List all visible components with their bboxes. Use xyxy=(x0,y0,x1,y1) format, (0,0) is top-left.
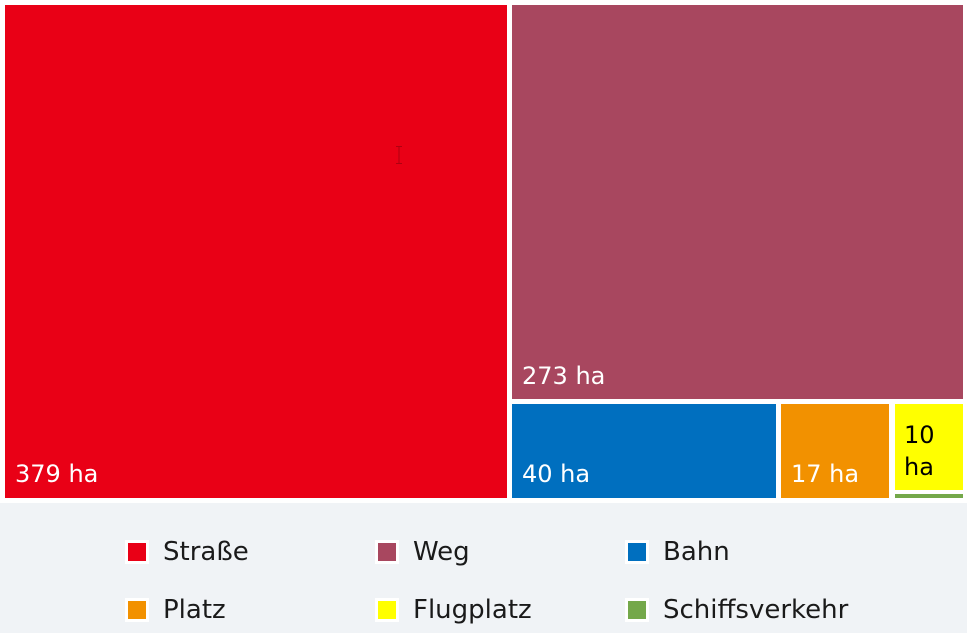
tile-flugplatz: 10 ha xyxy=(895,404,963,490)
legend-item-bahn[interactable]: Bahn xyxy=(625,537,730,567)
tile-label-bahn: 40 ha xyxy=(522,460,591,488)
tile-label-flugplatz: 10 ha xyxy=(904,421,935,481)
tile-label-strasse: 379 ha xyxy=(15,460,99,488)
tile-weg: 273 ha xyxy=(512,5,963,399)
legend-swatch-flugplatz xyxy=(375,598,399,622)
legend-item-schiffsverkehr[interactable]: Schiffsverkehr xyxy=(625,595,848,625)
legend-swatch-platz xyxy=(125,598,149,622)
tile-platz: 17 ha xyxy=(781,404,889,498)
legend-item-weg[interactable]: Weg xyxy=(375,537,470,567)
legend-label-platz: Platz xyxy=(163,595,226,625)
tile-strasse: 379 ha xyxy=(5,5,507,498)
legend-item-flugplatz[interactable]: Flugplatz xyxy=(375,595,532,625)
tile-schiffsverkehr xyxy=(895,494,963,498)
legend-label-flugplatz: Flugplatz xyxy=(413,595,532,625)
legend-swatch-bahn xyxy=(625,540,649,564)
legend-swatch-strasse xyxy=(125,540,149,564)
legend-label-weg: Weg xyxy=(413,537,470,567)
tile-bahn: 40 ha xyxy=(512,404,776,498)
tile-label-platz: 17 ha xyxy=(791,460,860,488)
legend: Straße Weg Bahn Platz Flugplatz Schiffsv… xyxy=(0,503,967,633)
legend-label-strasse: Straße xyxy=(163,537,249,567)
legend-item-strasse[interactable]: Straße xyxy=(125,537,249,567)
legend-label-schiffsverkehr: Schiffsverkehr xyxy=(663,595,849,625)
tile-label-weg: 273 ha xyxy=(522,362,606,390)
legend-swatch-schiffsverkehr xyxy=(625,598,649,622)
legend-swatch-weg xyxy=(375,540,399,564)
legend-label-bahn: Bahn xyxy=(663,537,730,567)
treemap-chart: 379 ha 273 ha 40 ha 17 ha 10 ha xyxy=(0,0,967,503)
legend-item-platz[interactable]: Platz xyxy=(125,595,226,625)
